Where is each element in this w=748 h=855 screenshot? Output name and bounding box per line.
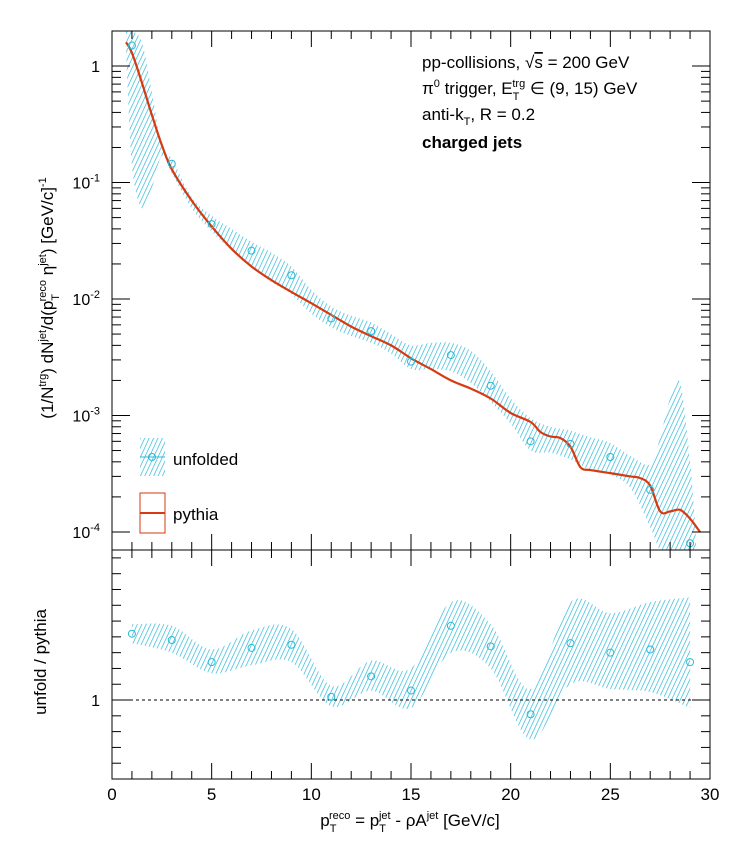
y-tick-label: 10-4 <box>72 522 100 542</box>
ratio-band-area <box>131 597 691 740</box>
ratio-point <box>247 643 256 652</box>
x-tick-label: 0 <box>107 785 116 804</box>
x-tick-label: 30 <box>701 785 720 804</box>
annotation-jet-algorithm: anti-kT, R = 0.2 <box>422 105 535 128</box>
legend-entry-unfolded: unfolded <box>140 438 238 476</box>
ratio-uncertainty-band <box>131 597 691 740</box>
top-series <box>125 41 701 533</box>
y-tick-label: 10-2 <box>72 289 100 309</box>
unfolded-point <box>526 437 535 446</box>
unfolded-point <box>486 381 495 390</box>
ratio-point <box>606 648 615 657</box>
bottom-panel: 0 5 10 15 20 25 30 1 unfold / pythia pTreco = p… <box>31 549 719 835</box>
bottom-y-axis-title: unfold / pythia <box>31 609 50 715</box>
y-tick-label: 10-3 <box>72 405 100 425</box>
bottom-axis-ticks: 0 5 10 15 20 25 30 1 <box>91 550 719 804</box>
x-tick-label: 15 <box>402 785 421 804</box>
unfolded-point <box>446 351 455 360</box>
y-tick-label: 10-1 <box>72 173 100 193</box>
annotation-trigger: π0 trigger, ETtrg ∈ (9, 15) GeV <box>422 78 638 103</box>
annotation-block: pp-collisions, √s = 200 GeV π0 trigger, … <box>422 53 638 152</box>
ratio-point <box>167 636 176 645</box>
unfolded-point <box>207 220 216 229</box>
ratio-point <box>367 672 376 681</box>
legend: unfolded pythia <box>139 438 238 534</box>
legend-marker-unfolded <box>148 453 156 461</box>
top-y-axis-title: (1/Ntrg) dNjet/d(pTreco ηjet) [GeV/c]-1 <box>37 177 62 418</box>
x-tick-label: 5 <box>207 785 216 804</box>
y-tick-label: 1 <box>91 59 100 76</box>
ratio-point <box>446 621 455 630</box>
x-tick-label: 25 <box>601 785 620 804</box>
unfolded-point <box>167 159 176 168</box>
ratio-point <box>686 658 695 667</box>
ratio-point <box>566 639 575 648</box>
ratio-point <box>646 645 655 654</box>
ratio-markers <box>127 621 695 719</box>
unfolded-point <box>566 439 575 448</box>
pythia-line <box>125 41 701 533</box>
legend-label-pythia: pythia <box>173 505 219 524</box>
x-tick-label: 10 <box>302 785 321 804</box>
unfolded-uncertainty-band <box>126 31 696 550</box>
unfolded-band-area <box>126 31 696 550</box>
annotation-charged-jets: charged jets <box>422 133 522 152</box>
legend-entry-pythia: pythia <box>139 492 219 534</box>
ratio-point <box>486 642 495 651</box>
unfolded-point <box>367 327 376 336</box>
ratio-y-tick-label: 1 <box>91 693 100 710</box>
unfolded-point <box>287 271 296 280</box>
unfolded-point <box>247 246 256 255</box>
unfolded-point <box>606 453 615 462</box>
unfolded-point <box>327 314 336 323</box>
ratio-point <box>127 629 136 638</box>
legend-label-unfolded: unfolded <box>173 450 238 469</box>
unfolded-point <box>646 485 655 494</box>
ratio-point <box>207 658 216 667</box>
x-tick-label: 20 <box>501 785 520 804</box>
ratio-point <box>526 710 535 719</box>
ratio-point <box>407 686 415 695</box>
unfolded-point <box>127 41 136 50</box>
annotation-collisions: pp-collisions, √s = 200 GeV <box>422 53 630 72</box>
x-axis-title: pTreco = pTjet - ρAjet [GeV/c] <box>320 810 500 835</box>
top-panel: 10-4 10-3 10-2 10-1 1 pp-collisions, √s = 20… <box>37 30 711 551</box>
unfolded-point <box>407 357 415 366</box>
ratio-point <box>287 640 296 649</box>
ratio-point <box>327 692 336 701</box>
top-markers <box>127 41 695 548</box>
